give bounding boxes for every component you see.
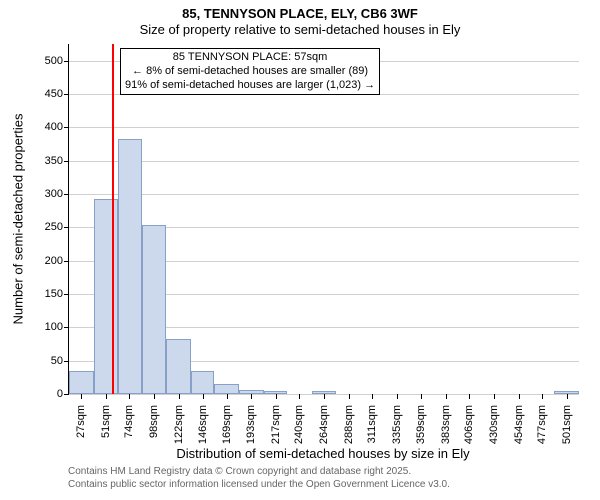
ytick-label: 350 [45, 155, 69, 167]
footer-line1: Contains HM Land Registry data © Crown c… [68, 466, 450, 479]
xtick-label: 169sqm [221, 405, 233, 444]
annotation-line3: 91% of semi-detached houses are larger (… [125, 79, 375, 93]
xtick-label: 217sqm [270, 405, 282, 444]
marker-line [112, 44, 114, 394]
xtick-mark [203, 394, 204, 399]
xtick-label: 98sqm [148, 405, 160, 438]
xtick-label: 406sqm [463, 405, 475, 444]
xtick-label: 383sqm [440, 405, 452, 444]
xtick-mark [494, 394, 495, 399]
histogram-bar [118, 139, 142, 394]
xtick-mark [372, 394, 373, 399]
annotation-line1: 85 TENNYSON PLACE: 57sqm [125, 51, 375, 65]
xtick-mark [567, 394, 568, 399]
xtick-label: 51sqm [100, 405, 112, 438]
ytick-label: 300 [45, 188, 69, 200]
xtick-mark [276, 394, 277, 399]
xtick-label: 359sqm [415, 405, 427, 444]
xtick-label: 430sqm [488, 405, 500, 444]
histogram-bar [166, 339, 191, 394]
plot-area: 05010015020025030035040045050027sqm51sqm… [68, 44, 579, 395]
xtick-mark [81, 394, 82, 399]
histogram-bar [191, 371, 215, 394]
xtick-label: 240sqm [293, 405, 305, 444]
xtick-label: 288sqm [343, 405, 355, 444]
xtick-mark [251, 394, 252, 399]
xtick-label: 193sqm [245, 405, 257, 444]
gridline [69, 194, 579, 195]
xtick-mark [179, 394, 180, 399]
ytick-label: 250 [45, 221, 69, 233]
title-line2: Size of property relative to semi-detach… [0, 22, 600, 38]
xtick-mark [227, 394, 228, 399]
xtick-label: 311sqm [366, 405, 378, 443]
ytick-label: 50 [51, 355, 69, 367]
xtick-label: 27sqm [75, 405, 87, 438]
xtick-mark [106, 394, 107, 399]
histogram-bar [69, 371, 94, 394]
xtick-mark [299, 394, 300, 399]
gridline [69, 127, 579, 128]
ytick-label: 500 [45, 55, 69, 67]
xtick-mark [446, 394, 447, 399]
xtick-label: 264sqm [318, 405, 330, 444]
xtick-label: 146sqm [197, 405, 209, 444]
histogram-bar [214, 384, 239, 394]
chart-title: 85, TENNYSON PLACE, ELY, CB6 3WF Size of… [0, 0, 600, 39]
histogram-chart: 85, TENNYSON PLACE, ELY, CB6 3WF Size of… [0, 0, 600, 500]
annotation-line2: ← 8% of semi-detached houses are smaller… [125, 65, 375, 79]
x-axis-title: Distribution of semi-detached houses by … [176, 446, 469, 461]
ytick-label: 150 [45, 288, 69, 300]
xtick-mark [519, 394, 520, 399]
xtick-mark [469, 394, 470, 399]
xtick-mark [421, 394, 422, 399]
histogram-bar [142, 225, 167, 394]
xtick-mark [154, 394, 155, 399]
xtick-label: 335sqm [391, 405, 403, 444]
title-line1: 85, TENNYSON PLACE, ELY, CB6 3WF [0, 6, 600, 22]
xtick-label: 501sqm [561, 405, 573, 444]
y-axis-title: Number of semi-detached properties [11, 114, 26, 325]
xtick-mark [129, 394, 130, 399]
ytick-label: 400 [45, 121, 69, 133]
ytick-label: 100 [45, 321, 69, 333]
footer-attribution: Contains HM Land Registry data © Crown c… [68, 466, 450, 491]
xtick-label: 74sqm [123, 405, 135, 438]
gridline [69, 161, 579, 162]
xtick-mark [349, 394, 350, 399]
footer-line2: Contains public sector information licen… [68, 479, 450, 492]
xtick-mark [542, 394, 543, 399]
annotation-box: 85 TENNYSON PLACE: 57sqm ← 8% of semi-de… [120, 48, 380, 95]
ytick-label: 200 [45, 255, 69, 267]
xtick-mark [397, 394, 398, 399]
xtick-label: 477sqm [536, 405, 548, 444]
histogram-bar [94, 199, 119, 394]
ytick-label: 0 [57, 388, 69, 400]
xtick-mark [324, 394, 325, 399]
xtick-label: 454sqm [513, 405, 525, 444]
xtick-label: 122sqm [173, 405, 185, 444]
ytick-label: 450 [45, 88, 69, 100]
